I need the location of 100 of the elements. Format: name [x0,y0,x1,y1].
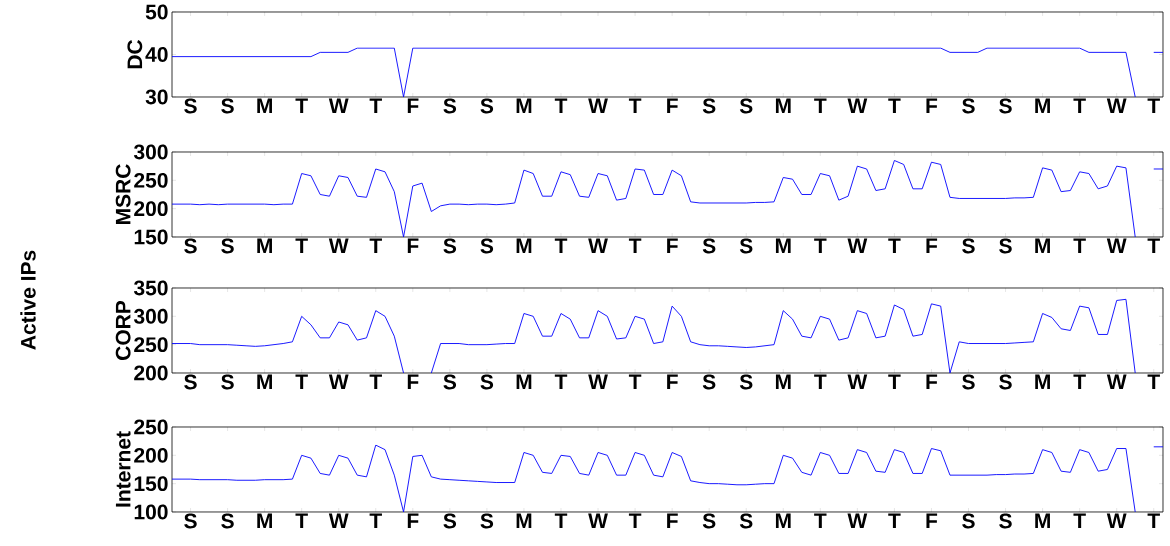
x-tick-label: T [1073,238,1086,253]
x-tick-label: S [962,238,975,254]
x-tick-label: W [1106,513,1127,528]
y-axis-title: Internet [115,431,131,507]
y-tick-label: 200 [134,447,168,463]
x-tick-label: S [962,374,975,390]
x-tick-label: M [516,513,532,528]
x-tick-label: T [554,98,568,113]
x-tick-label: S [184,374,197,390]
x-tick-label: T [554,238,568,253]
x-tick-label: M [257,513,272,528]
x-tick-label: T [628,374,642,389]
x-tick-label: M [516,374,532,389]
x-tick-label: S [999,98,1012,114]
x-tick-label: T [369,238,382,253]
y-tick-label: 250 [134,337,168,353]
y-tick-label: 200 [134,365,168,381]
x-tick-label: T [295,238,308,253]
y-tick-label: 300 [133,144,168,160]
x-tick-label: W [1106,98,1127,113]
x-tick-label: T [369,374,382,389]
y-tick-label: 350 [133,280,168,296]
x-tick-label: T [1073,513,1086,528]
x-tick-label: W [588,374,608,389]
y-tick-label: 30 [145,89,168,105]
x-tick-label: S [962,513,975,529]
x-tick-label: M [775,238,791,253]
x-tick-label: S [184,238,197,254]
x-tick-label: T [295,513,308,528]
x-tick-label: S [999,374,1012,390]
x-tick-label: S [702,374,716,390]
x-tick-label: S [480,98,494,114]
x-tick-label: S [702,98,716,114]
x-tick-label: F [407,238,419,253]
y-tick-label: 250 [134,419,168,435]
x-tick-label: T [814,513,827,528]
x-tick-label: W [588,513,608,528]
x-tick-label: S [739,374,753,390]
x-tick-label: S [999,238,1012,254]
x-tick-label: T [628,238,642,253]
x-tick-label: T [554,374,568,389]
x-tick-label: T [1073,98,1086,113]
x-tick-label: S [443,238,457,254]
x-tick-label: S [221,374,234,390]
x-tick-label: S [702,513,716,529]
y-tick-label: 200 [134,201,168,217]
x-tick-label: T [888,374,901,389]
x-tick-label: T [888,98,901,113]
y-tick-label: 300 [133,308,168,324]
x-tick-label: F [926,513,938,528]
x-tick-label: S [962,98,975,114]
x-tick-label: W [328,98,349,113]
x-tick-label: F [667,374,678,389]
x-tick-label: T [814,374,827,389]
x-tick-label: T [369,98,382,113]
y-tick-label: 100 [134,504,168,520]
x-tick-label: W [847,98,868,113]
x-tick-label: F [926,98,938,113]
x-tick-label: S [739,513,753,529]
y-tick-label: 150 [134,229,168,245]
x-tick-label: S [443,98,457,114]
x-tick-label: F [407,98,419,113]
x-tick-label: M [516,238,532,253]
y-axis-title: MSRC [115,164,131,224]
x-tick-label: M [257,238,272,253]
x-tick-label: W [847,513,868,528]
x-tick-label: T [1147,238,1160,253]
x-tick-label: S [221,98,234,114]
x-tick-label: F [926,374,938,389]
x-tick-label: T [295,98,308,113]
x-tick-label: W [588,238,608,253]
x-tick-label: T [554,513,568,528]
x-tick-label: S [184,98,197,114]
x-tick-label: W [847,238,868,253]
x-tick-label: S [184,513,197,529]
x-tick-label: F [667,98,678,113]
y-tick-label: 150 [134,476,168,492]
x-tick-label: F [407,513,419,528]
y-axis-title: DC [127,39,143,69]
x-tick-label: M [775,98,791,113]
x-tick-label: W [328,374,349,389]
y-tick-label: 50 [145,4,168,20]
x-tick-label: F [926,238,938,253]
text: Active IPs [20,250,36,350]
x-tick-label: T [1147,98,1160,113]
x-tick-label: S [739,238,753,254]
x-tick-label: T [628,98,642,113]
x-tick-label: W [1106,374,1127,389]
x-tick-label: T [888,513,901,528]
x-tick-label: M [775,513,791,528]
x-tick-label: M [1035,238,1050,253]
x-tick-label: M [1035,513,1050,528]
x-tick-label: T [369,513,382,528]
x-tick-label: T [888,238,901,253]
x-tick-label: W [328,238,349,253]
x-tick-label: S [221,238,234,254]
x-tick-label: S [702,238,716,254]
y-tick-label: 250 [134,172,168,188]
x-tick-label: T [295,374,308,389]
x-tick-label: W [847,374,868,389]
